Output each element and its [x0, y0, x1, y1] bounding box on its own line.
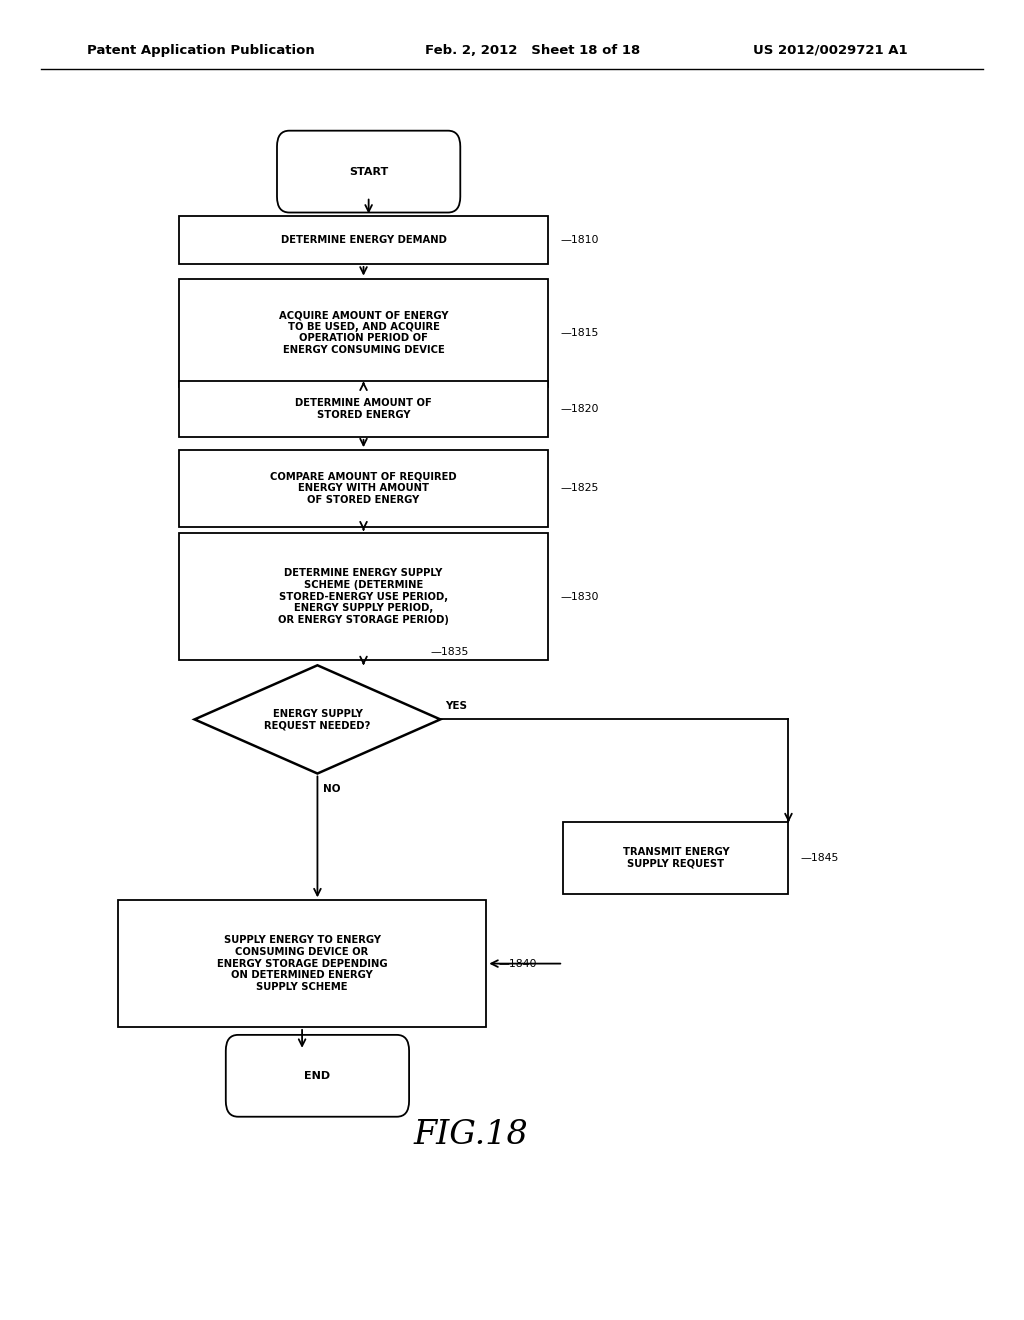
- FancyBboxPatch shape: [179, 279, 548, 387]
- Text: —1810: —1810: [560, 235, 599, 246]
- Text: —1825: —1825: [560, 483, 598, 494]
- FancyBboxPatch shape: [118, 900, 486, 1027]
- Text: DETERMINE AMOUNT OF
STORED ENERGY: DETERMINE AMOUNT OF STORED ENERGY: [295, 399, 432, 420]
- Polygon shape: [195, 665, 440, 774]
- Text: —1815: —1815: [560, 327, 598, 338]
- Text: YES: YES: [445, 701, 467, 711]
- Text: COMPARE AMOUNT OF REQUIRED
ENERGY WITH AMOUNT
OF STORED ENERGY: COMPARE AMOUNT OF REQUIRED ENERGY WITH A…: [270, 471, 457, 506]
- FancyBboxPatch shape: [179, 381, 548, 437]
- Text: START: START: [349, 166, 388, 177]
- Text: —1820: —1820: [560, 404, 599, 414]
- Text: SUPPLY ENERGY TO ENERGY
CONSUMING DEVICE OR
ENERGY STORAGE DEPENDING
ON DETERMIN: SUPPLY ENERGY TO ENERGY CONSUMING DEVICE…: [217, 936, 387, 991]
- Text: ENERGY SUPPLY
REQUEST NEEDED?: ENERGY SUPPLY REQUEST NEEDED?: [264, 709, 371, 730]
- Text: Feb. 2, 2012   Sheet 18 of 18: Feb. 2, 2012 Sheet 18 of 18: [425, 44, 640, 57]
- Text: FIG.18: FIG.18: [414, 1119, 528, 1151]
- Text: Patent Application Publication: Patent Application Publication: [87, 44, 314, 57]
- FancyBboxPatch shape: [179, 450, 548, 527]
- Text: —1835: —1835: [430, 647, 468, 657]
- Text: END: END: [304, 1071, 331, 1081]
- FancyBboxPatch shape: [179, 216, 548, 264]
- Text: US 2012/0029721 A1: US 2012/0029721 A1: [753, 44, 907, 57]
- Text: ACQUIRE AMOUNT OF ENERGY
TO BE USED, AND ACQUIRE
OPERATION PERIOD OF
ENERGY CONS: ACQUIRE AMOUNT OF ENERGY TO BE USED, AND…: [279, 310, 449, 355]
- Text: DETERMINE ENERGY DEMAND: DETERMINE ENERGY DEMAND: [281, 235, 446, 246]
- FancyBboxPatch shape: [563, 822, 788, 894]
- FancyBboxPatch shape: [276, 131, 460, 213]
- Text: —1830: —1830: [560, 591, 599, 602]
- FancyBboxPatch shape: [179, 533, 548, 660]
- Text: NO: NO: [323, 784, 340, 795]
- Text: DETERMINE ENERGY SUPPLY
SCHEME (DETERMINE
STORED-ENERGY USE PERIOD,
ENERGY SUPPL: DETERMINE ENERGY SUPPLY SCHEME (DETERMIN…: [279, 569, 449, 624]
- Text: —1845: —1845: [801, 853, 839, 863]
- Text: —1840: —1840: [499, 958, 538, 969]
- Text: TRANSMIT ENERGY
SUPPLY REQUEST: TRANSMIT ENERGY SUPPLY REQUEST: [623, 847, 729, 869]
- FancyBboxPatch shape: [225, 1035, 409, 1117]
